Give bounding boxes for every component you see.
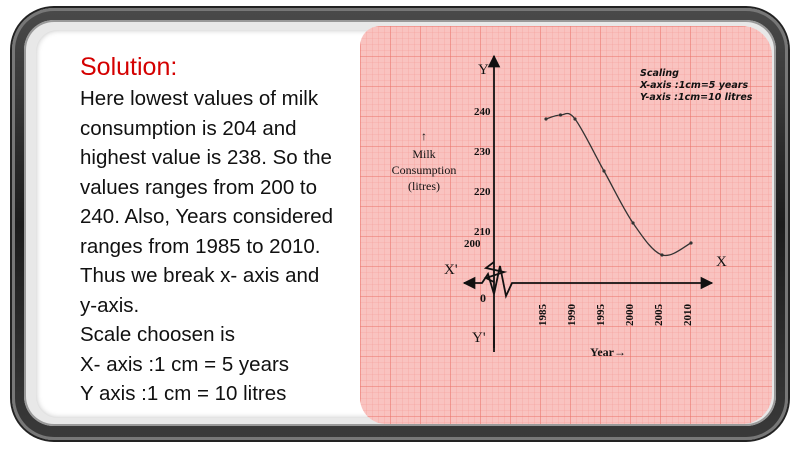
solution-line: consumption is 204 and [80,116,297,140]
data-point [631,221,635,225]
y-tick-label: 230 [474,146,491,158]
solution-paragraph: Here lowest values of milk consumption i… [80,84,348,409]
solution-line: Here lowest values of milk [80,87,319,110]
x-tick-label: 1995 [595,304,607,327]
data-point [573,117,577,121]
graph-paper-grid [360,26,772,424]
solution-line: highest value is 238. So the [80,146,332,169]
solution-line: ranges from 1985 to 2010. [80,234,321,258]
data-point [689,241,693,245]
graph-paper-chart: Y Y' X X' 0 ↑ Milk Consumption (litres) … [360,26,772,424]
y-tick-label: 240 [474,106,491,118]
y-tick-label: 200 [464,238,481,250]
y-axis-break [483,261,508,283]
scaling-heading: Scaling [640,68,679,79]
x-tick-label: 2000 [624,304,636,327]
solution-line: y-axis. [80,293,140,317]
series-group [544,112,693,257]
x-neg-axis-label: X' [444,262,458,278]
y-axis-title-line: Consumption [392,163,457,177]
origin-label: 0 [480,291,486,305]
y-tick-label: 210 [474,226,491,238]
solution-line: Thus we break x- axis and [80,264,320,287]
x-tick-labels: 1985 1990 1995 2000 2005 2010 [537,304,694,327]
x-tick-label: 1985 [537,304,549,327]
y-axis-label: Y [478,62,489,78]
scaling-x: X-axis :1cm=5 years [639,80,748,91]
solution-text-block: Solution: Here lowest values of milk con… [80,52,360,409]
solution-line: X- axis :1 cm = 5 years [80,352,290,376]
y-tick-label: 220 [474,186,491,198]
solution-line: 240. Also, Years considered [80,205,334,228]
data-point [558,113,563,117]
y-axis-title-line: Milk [412,147,435,161]
x-tick-label: 1990 [566,304,578,327]
scaling-y: Y-axis :1cm=10 litres [640,92,753,103]
x-tick-label: 2010 [682,304,694,327]
x-axis-break [470,265,526,299]
y-neg-axis-label: Y' [472,330,486,346]
solution-title: Solution: [80,53,178,81]
data-point [602,169,606,173]
x-axis-label: X [716,254,727,270]
solution-line: values ranges from 200 to [80,175,318,199]
x-tick-label: 2005 [653,304,665,327]
y-axis-title-line: (litres) [408,179,440,193]
solution-line: Y axis :1 cm = 10 litres [80,382,287,405]
data-point [544,117,548,121]
y-axis-title-arrow: ↑ [421,129,427,143]
solution-line: Scale choosen is [80,323,235,346]
x-axis-title: Year→ [590,345,626,359]
data-point [660,253,664,257]
